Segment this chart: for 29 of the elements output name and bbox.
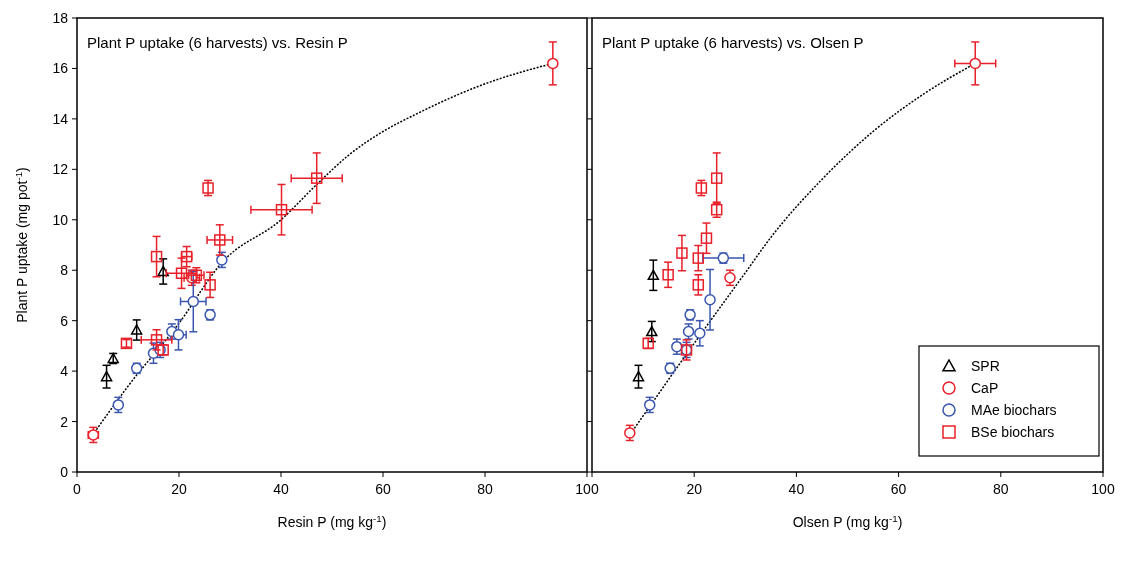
x-tick-label: 0 (73, 481, 82, 497)
x-tick-label: 40 (273, 481, 289, 497)
y-tick-label: 18 (52, 10, 69, 26)
x-tick-label: 60 (890, 481, 907, 497)
x-tick-label: 20 (686, 481, 703, 497)
x-tick-label: 80 (993, 481, 1009, 497)
y-tick-label: 10 (52, 211, 69, 228)
text: Plant P uptake (6 harvests) vs. Olsen P (602, 34, 864, 51)
legend-label: SPR (971, 358, 1000, 374)
x-axis-title: Resin P (mg kg$^{-1}$) (277, 512, 387, 530)
y-tick-label: 12 (52, 161, 69, 178)
y-tick-label: 0 (60, 464, 69, 480)
text: Plant P uptake (6 harvests) vs. Resin P (87, 34, 348, 51)
x-tick-label: 40 (788, 481, 805, 497)
y-tick-label: 16 (52, 60, 69, 77)
x-tick-label: 80 (477, 481, 493, 497)
y-tick-label: 6 (60, 312, 69, 329)
x-axis-title: Olsen P (mg kg$^{-1}$) (792, 512, 903, 530)
y-tick-label: 2 (60, 413, 69, 430)
x-tick-label: 60 (375, 481, 391, 497)
x-tick-label: 100 (575, 481, 599, 497)
legend-label: CaP (971, 380, 999, 396)
x-tick-label: 100 (1091, 481, 1115, 497)
x-tick-label: 20 (171, 481, 187, 497)
y-tick-label: 14 (52, 110, 69, 127)
legend-label: BSe biochars (971, 424, 1055, 440)
y-tick-label: 8 (60, 262, 69, 279)
legend-label: MAe biochars (971, 402, 1057, 418)
y-tick-label: 4 (60, 363, 69, 380)
